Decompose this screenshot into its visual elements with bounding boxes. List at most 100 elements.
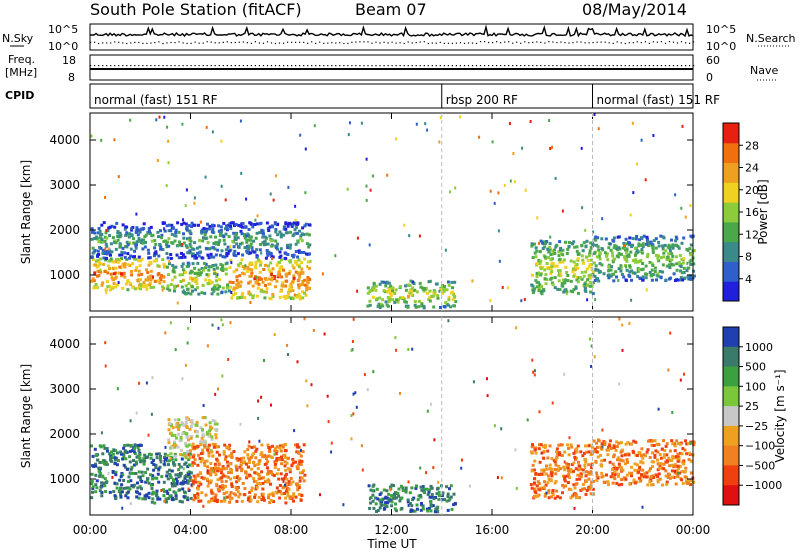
data-cell [424, 286, 428, 290]
data-cell [137, 470, 141, 474]
data-cell [249, 222, 253, 226]
data-cell [109, 242, 113, 246]
data-cell [114, 495, 118, 499]
data-cell [183, 480, 187, 484]
nave-point [616, 65, 618, 67]
data-cell [426, 493, 430, 496]
nave-point [335, 65, 337, 67]
nave-point [315, 65, 317, 67]
data-cell [582, 241, 586, 245]
data-cell [657, 254, 660, 258]
nave-point [496, 65, 498, 67]
nsearch-point [371, 42, 373, 44]
data-cell [235, 499, 239, 503]
data-cell [191, 463, 195, 466]
data-cell [278, 496, 282, 500]
nave-point [524, 65, 526, 67]
data-cell [112, 278, 115, 282]
data-cell [183, 452, 187, 455]
data-cell [244, 225, 248, 229]
data-cell [170, 481, 174, 485]
data-cell [145, 381, 148, 385]
data-cell [213, 272, 217, 276]
nave-point [479, 65, 482, 67]
data-cell [90, 134, 93, 138]
data-cell [575, 275, 579, 279]
data-cell [258, 270, 262, 274]
data-cell [159, 456, 162, 460]
data-cell [226, 245, 230, 249]
data-cell [226, 284, 230, 288]
data-cell [214, 467, 218, 471]
data-cell [539, 239, 543, 243]
data-cell [244, 264, 247, 268]
data-cell [140, 487, 143, 491]
data-cell [170, 232, 174, 236]
data-cell [198, 251, 202, 254]
data-cell [533, 459, 537, 463]
nave-point [443, 65, 445, 67]
x-tick-label: 20:00 [575, 523, 610, 537]
data-cell [172, 490, 176, 494]
data-cell [130, 465, 134, 469]
data-cell [302, 233, 306, 236]
data-cell [98, 230, 102, 233]
data-cell [300, 261, 304, 265]
data-cell [559, 274, 563, 278]
data-cell [413, 509, 417, 513]
data-cell [674, 469, 677, 473]
data-cell [419, 495, 423, 499]
data-cell [151, 477, 154, 481]
data-cell [625, 257, 628, 261]
nsearch-point [463, 42, 466, 44]
data-cell [211, 130, 214, 134]
data-cell [378, 306, 382, 309]
data-cell [276, 223, 279, 227]
data-cell [688, 247, 692, 251]
data-cell [656, 450, 660, 454]
data-cell [273, 452, 276, 456]
nsearch-point [339, 42, 341, 44]
data-cell [240, 232, 244, 236]
data-cell [117, 235, 121, 238]
data-cell [533, 251, 537, 255]
data-cell [297, 292, 301, 296]
data-cell [286, 467, 290, 471]
data-cell [117, 175, 120, 179]
data-cell [654, 473, 658, 477]
data-cell [241, 253, 245, 257]
data-cell [167, 438, 171, 442]
data-cell [371, 286, 375, 290]
data-cell [664, 249, 668, 253]
data-cell [551, 493, 555, 497]
data-cell [206, 465, 209, 469]
data-cell [206, 431, 209, 434]
data-cell [576, 280, 580, 284]
data-cell [132, 463, 136, 467]
data-cell [196, 261, 200, 265]
data-cell [264, 256, 268, 260]
data-cell [139, 287, 142, 291]
data-cell [157, 452, 161, 456]
data-cell [436, 296, 440, 300]
data-cell [437, 497, 441, 501]
data-cell [219, 471, 223, 475]
data-cell [96, 231, 100, 235]
data-cell [446, 495, 450, 498]
data-cell [273, 449, 277, 453]
freq-panel-frame [89, 54, 694, 81]
data-cell [123, 227, 127, 231]
data-cell [306, 260, 310, 264]
data-cell [673, 449, 677, 453]
data-cell [295, 445, 299, 449]
nsearch-point [411, 42, 413, 44]
data-cell [541, 241, 545, 245]
nsearch-point [451, 42, 453, 44]
data-cell [300, 494, 304, 497]
data-cell [593, 251, 597, 255]
data-cell [430, 486, 434, 490]
data-cell [637, 476, 641, 480]
nsearch-point [395, 42, 397, 44]
data-cell [600, 442, 604, 446]
data-cell [589, 241, 593, 245]
